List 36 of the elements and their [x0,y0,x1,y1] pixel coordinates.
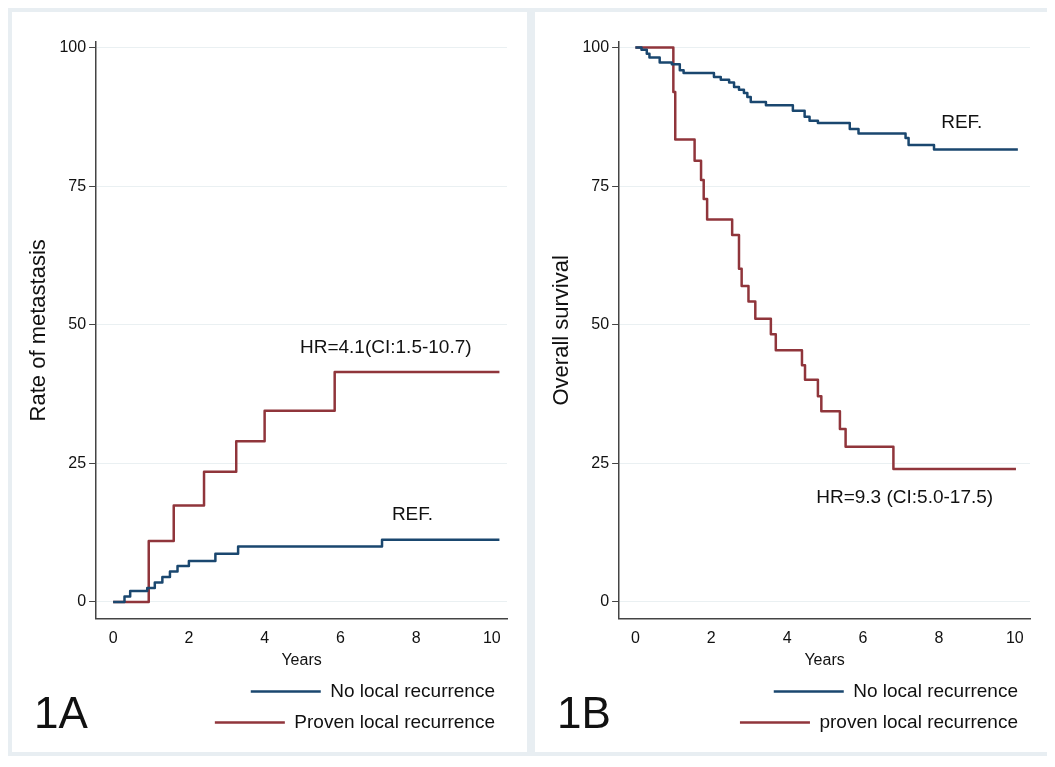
y-tick-label: 0 [77,592,87,610]
y-tick-label: 0 [600,592,610,610]
x-tick-label: 8 [411,628,421,646]
y-axis-title: Overall survival [548,255,574,406]
legend-label: No local recurrence [853,679,1019,701]
y-tick-label: 50 [591,315,610,333]
y-tick-label: 75 [591,176,610,194]
x-tick-label: 8 [934,628,944,646]
x-axis-title: Years [804,650,845,668]
x-tick-label: 4 [782,628,792,646]
legend-label: No local recurrence [330,679,496,701]
y-tick-label: 25 [591,453,610,471]
y-tick-label: 75 [68,176,87,194]
annotation: REF. [941,110,983,132]
x-tick-label: 10 [1005,628,1024,646]
y-tick-label: 100 [59,37,87,55]
x-tick-label: 6 [335,628,345,646]
x-tick-label: 4 [260,628,270,646]
annotation: REF. [391,503,434,525]
x-axis-title: Years [281,650,322,668]
y-tick-label: 50 [68,315,87,333]
x-tick-label: 2 [184,628,194,646]
text: 1B [557,688,611,738]
legend-label: Proven local recurrence [294,710,496,732]
annotation: HR=4.1(CI:1.5-10.7) [299,335,472,357]
x-tick-label: 0 [108,628,118,646]
y-tick-label: 25 [68,453,87,471]
x-tick-label: 10 [482,628,501,646]
x-tick-label: 6 [858,628,868,646]
y-axis-title: Rate of metastasis [25,239,51,422]
annotation: HR=9.3 (CI:5.0-17.5) [816,485,994,507]
x-tick-label: 2 [706,628,716,646]
x-tick-label: 0 [630,628,640,646]
text: 1A [34,688,88,738]
y-tick-label: 100 [582,37,610,55]
legend-label: proven local recurrence [819,710,1018,732]
